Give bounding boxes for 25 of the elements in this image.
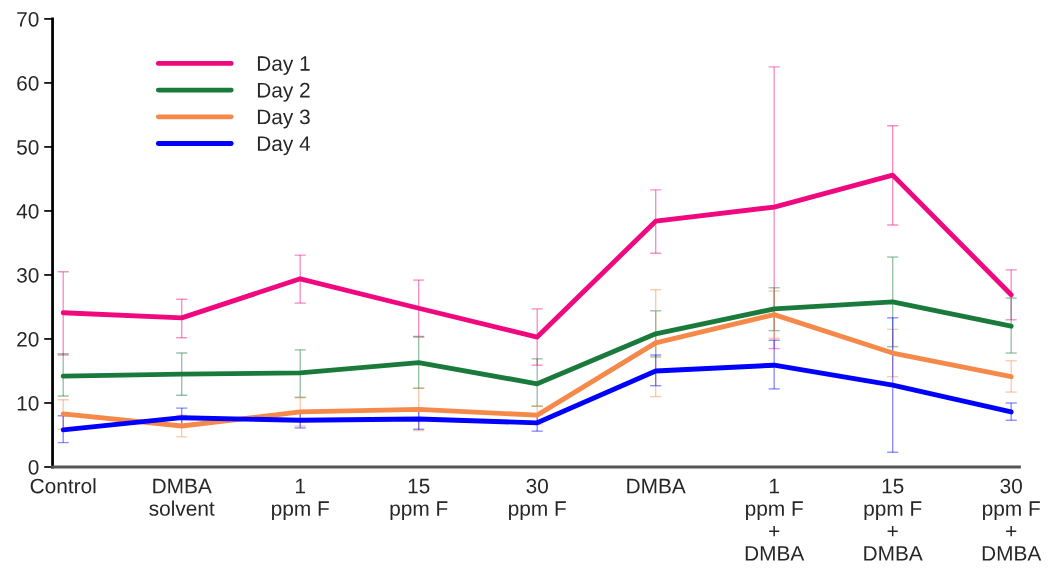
y-tick-label: 60 bbox=[17, 75, 39, 91]
x-tick-label: DMBA solvent bbox=[149, 478, 215, 516]
y-tick-label: 0 bbox=[28, 460, 39, 475]
y-tick-label: 40 bbox=[16, 203, 39, 219]
line-series bbox=[60, 362, 1014, 433]
x-tick-label: 30 ppm F + DMBA bbox=[982, 478, 1042, 561]
x-tick-label: Control bbox=[30, 478, 96, 494]
y-tick-label: 30 bbox=[16, 267, 39, 283]
x-tick-label: 1 ppm F bbox=[272, 478, 329, 520]
legend-label: Day 1 bbox=[257, 56, 310, 75]
y-tick-label: 50 bbox=[17, 139, 39, 155]
y-tick-label: 20 bbox=[17, 331, 39, 347]
line-series bbox=[60, 172, 1014, 340]
y-tick-label: 70 bbox=[17, 11, 39, 27]
x-tick-label: 30 ppm F bbox=[509, 478, 566, 520]
x-tick-label: 15 ppm F bbox=[390, 478, 448, 520]
legend-label: Day 2 bbox=[257, 82, 310, 102]
y-tick-label: 10 bbox=[17, 395, 39, 411]
x-tick-label: DMBA bbox=[627, 478, 686, 494]
legend-label: Day 4 bbox=[257, 136, 311, 156]
line-series bbox=[60, 299, 1014, 387]
x-tick-label: 1 ppm F + DMBA bbox=[745, 478, 805, 561]
x-tick-label: 15 ppm F + DMBA bbox=[864, 478, 923, 561]
line-series bbox=[60, 312, 1014, 429]
legend-label: Day 3 bbox=[257, 109, 310, 129]
